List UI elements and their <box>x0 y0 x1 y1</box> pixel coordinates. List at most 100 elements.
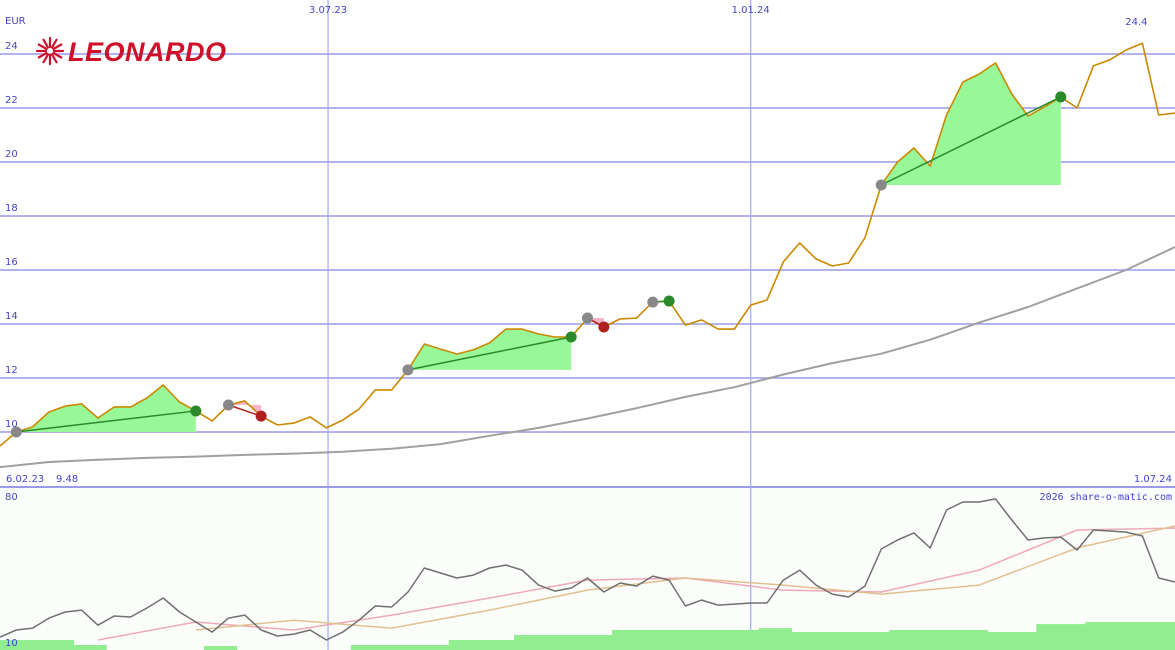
volume-bar <box>1068 624 1086 650</box>
signal-area <box>407 329 572 370</box>
volume-bar <box>905 629 923 650</box>
signal-start <box>222 399 234 411</box>
volume-bar <box>611 629 629 650</box>
volume-bar <box>775 628 792 650</box>
y-tick-label: 18 <box>5 203 18 214</box>
volume-bar <box>726 629 744 650</box>
volume-bar <box>840 632 858 650</box>
volume-bar <box>954 629 972 650</box>
y-tick-label: 24 <box>5 41 18 52</box>
smooth-line <box>195 525 1175 631</box>
start-price: 9.48 <box>56 474 78 485</box>
volume-bar <box>24 639 42 650</box>
volume-bar <box>579 634 597 650</box>
signal-area <box>228 400 262 417</box>
volume-bar <box>1019 632 1037 650</box>
volume-bar <box>57 639 74 650</box>
volume-bar <box>497 639 515 650</box>
signal-trend <box>16 410 196 433</box>
signal-end <box>598 321 610 333</box>
signal-trend <box>880 96 1062 186</box>
signal-end <box>255 410 267 422</box>
osc-tick-label: 80 <box>5 492 18 503</box>
volume-bar <box>530 634 548 650</box>
volume-bar <box>742 629 760 650</box>
signal-area <box>881 62 1061 185</box>
y-tick-label: 16 <box>5 257 18 268</box>
logo-icon <box>35 36 65 66</box>
volume-bar <box>220 646 238 650</box>
volume-bar <box>563 634 580 650</box>
unit-label: EUR <box>5 16 26 27</box>
volume-bar <box>1117 622 1135 650</box>
signal-trend <box>228 404 262 417</box>
volume-bar <box>628 629 646 650</box>
volume-bar <box>709 629 727 650</box>
y-tick-label: 12 <box>5 365 18 376</box>
volume-bar <box>73 644 91 650</box>
signal-line <box>97 527 1175 641</box>
volume-bar <box>481 639 499 650</box>
signal-area <box>16 385 196 432</box>
volume-bar <box>693 629 711 650</box>
signal-start <box>402 364 414 376</box>
signal-start <box>582 312 593 324</box>
volume-bar <box>824 632 841 650</box>
signal-trend <box>407 336 572 371</box>
volume-bar <box>383 644 401 650</box>
y-tick-label: 22 <box>5 95 18 106</box>
volume-bar <box>546 634 564 650</box>
volume-bar <box>938 629 956 650</box>
volume-bar <box>644 629 662 650</box>
signal-start <box>647 296 659 308</box>
volume-bar <box>1036 624 1054 650</box>
volume-bar <box>40 639 58 650</box>
volume-bar <box>1150 622 1168 650</box>
volume-bar <box>595 634 613 650</box>
volume-bar <box>350 644 368 650</box>
volume-bar <box>465 639 482 650</box>
volume-bar <box>1134 622 1152 650</box>
volume-bar <box>8 639 25 650</box>
volume-bar <box>889 629 907 650</box>
volume-bar <box>416 644 433 650</box>
signal-end <box>190 405 202 417</box>
volume-bar <box>791 632 809 650</box>
oscillator-line <box>0 498 1175 641</box>
volume-bar <box>432 644 450 650</box>
signal-start <box>875 179 887 191</box>
x-tick-label: 1.01.24 <box>732 5 770 16</box>
volume-bar <box>1003 632 1021 650</box>
credit: 2026 share-o-matic.com <box>1040 492 1172 503</box>
volume-bar <box>758 628 776 650</box>
volume-bar <box>448 639 466 650</box>
volume-bar <box>1052 624 1070 650</box>
volume-bar <box>856 632 874 650</box>
x-tick-label: 1.07.24 <box>1134 474 1172 485</box>
signal-end <box>663 295 675 307</box>
volume-bar <box>807 632 825 650</box>
osc-tick-label: 10 <box>5 638 18 649</box>
y-tick-label: 20 <box>5 149 18 160</box>
volume-bar <box>0 639 9 650</box>
signal-start <box>10 426 22 438</box>
volume-bar <box>677 629 695 650</box>
volume-bar <box>514 634 531 650</box>
volume-bar <box>203 646 221 650</box>
volume-bar <box>1166 622 1175 650</box>
high-price: 24.4 <box>1125 17 1147 28</box>
volume-bar <box>971 629 988 650</box>
volume-bar <box>873 632 890 650</box>
volume-bar <box>367 644 385 650</box>
moving-average <box>0 246 1175 469</box>
volume-bar <box>1085 622 1103 650</box>
x-tick-label: 3.07.23 <box>309 5 347 16</box>
volume-bar <box>660 629 678 650</box>
signal-end <box>565 331 577 343</box>
x-tick-label: 6.02.23 <box>6 474 44 485</box>
y-tick-label: 14 <box>5 311 18 322</box>
signal-end <box>1055 91 1067 103</box>
volume-bar <box>1101 622 1119 650</box>
